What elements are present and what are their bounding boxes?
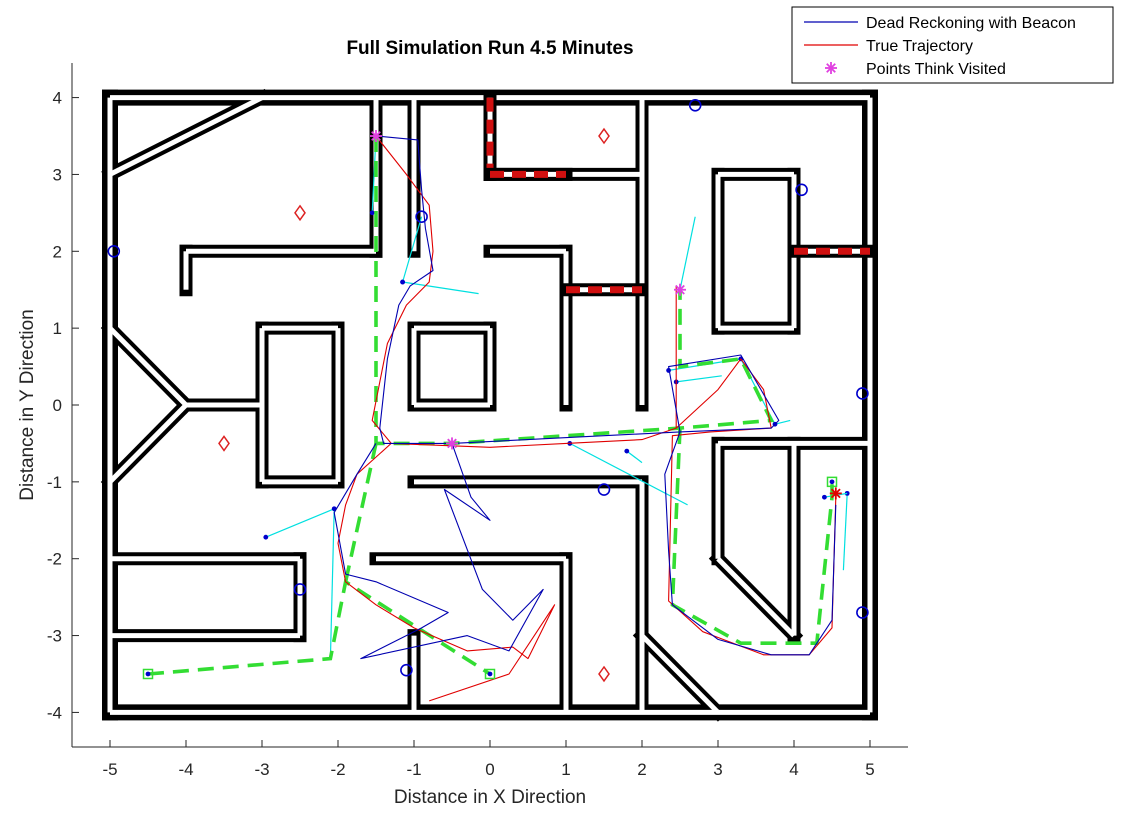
beacon-line: [569, 442, 688, 506]
legend-entry-true-trajectory: True Trajectory: [866, 38, 973, 55]
start-dot: [145, 671, 151, 677]
beacon-reading-dot: [624, 448, 630, 454]
start-dot: [487, 671, 493, 677]
visited-point-asterisk: [674, 283, 686, 296]
beacon-reading-dot: [263, 534, 269, 540]
true-trajectory-line: [337, 442, 556, 702]
beacon-marker: [107, 244, 121, 258]
beacon-line: [774, 419, 791, 425]
legend-entry-dead-reckoning: Dead Reckoning with Beacon: [866, 15, 1076, 32]
legend-asterisk-stroke: [826, 63, 836, 73]
y-tick-label: -3: [47, 627, 62, 646]
end-point-asterisk: [829, 487, 842, 500]
visited-point-asterisk-stroke: [447, 438, 457, 449]
x-tick-label: -1: [406, 760, 421, 779]
y-tick-label: 0: [53, 396, 62, 415]
chart-title: Full Simulation Run 4.5 Minutes: [346, 38, 633, 59]
start-square: [826, 476, 838, 488]
wall-inner: [108, 326, 188, 407]
dead-reckoning-line: [333, 443, 544, 660]
beacon-marker: [688, 98, 702, 112]
legend-swatch-visited: [825, 62, 837, 74]
x-tick-label: 4: [789, 760, 798, 779]
beacon-marker: [856, 606, 869, 619]
beacon-marker: [597, 483, 611, 496]
y-tick-label: 2: [53, 242, 62, 261]
y-tick-label: 3: [53, 165, 62, 184]
beacon-marker: [293, 583, 307, 596]
beacon-line: [676, 375, 722, 383]
waypoint-diamond: [294, 204, 306, 222]
beacon-line: [402, 216, 423, 283]
plot-area: [100, 88, 878, 722]
visited-point-asterisk: [370, 130, 382, 143]
x-tick-label: -2: [330, 760, 345, 779]
dead-reckoning-line: [664, 431, 837, 656]
y-tick-label: 1: [53, 319, 62, 338]
beacon-marker: [415, 210, 428, 224]
visited-point-asterisk-stroke: [675, 284, 685, 295]
y-tick-label: -2: [47, 550, 62, 569]
waypoint-diamond: [598, 127, 610, 145]
end-point-asterisk-stroke: [830, 488, 841, 499]
beacon-marker: [856, 387, 869, 400]
beacon-line: [626, 450, 643, 464]
start-square: [484, 668, 496, 680]
beacon-line: [402, 281, 479, 295]
wall-inner: [108, 95, 264, 177]
start-dot: [829, 479, 835, 485]
x-tick-label: 0: [485, 760, 494, 779]
beacon-marker: [795, 183, 808, 197]
beacon-line: [679, 216, 696, 290]
waypoint-diamond: [598, 665, 610, 683]
y-tick-label: -4: [47, 703, 62, 722]
x-tick-label: 3: [713, 760, 722, 779]
beacon-marker: [400, 663, 413, 677]
planned-path: [374, 136, 774, 446]
beacon-line: [842, 493, 848, 571]
wall-inner: [108, 403, 188, 484]
beacon-reading-dot: [822, 494, 827, 500]
legend-asterisk: [825, 62, 837, 74]
beacon-line: [329, 508, 335, 659]
legend: Dead Reckoning with Beacon True Trajecto…: [791, 6, 1114, 84]
beacon-reading-dot: [844, 490, 850, 496]
y-axis-label: Distance in Y Direction: [17, 309, 38, 501]
y-tick-label: -1: [47, 473, 62, 492]
x-tick-label: 1: [561, 760, 570, 779]
beacon-line: [265, 508, 335, 538]
x-tick-label: 2: [637, 760, 646, 779]
beacon-reading-dot: [369, 210, 375, 216]
start-square: [142, 668, 154, 680]
wall-inner: [640, 633, 720, 715]
x-tick-label: -5: [102, 760, 117, 779]
legend-entry-visited: Points Think Visited: [866, 61, 1006, 78]
visited-point-asterisk-stroke: [371, 131, 381, 141]
x-tick-label: 5: [865, 760, 874, 779]
x-tick-label: -4: [178, 760, 193, 779]
waypoint-diamond: [218, 435, 230, 452]
true-trajectory-line: [371, 135, 677, 448]
y-tick-label: 4: [53, 89, 62, 108]
visited-point-asterisk: [446, 437, 458, 450]
wall-inner: [716, 556, 796, 638]
x-tick-label: -3: [254, 760, 269, 779]
axes: -5 -4 -3 -2 -1 0 1 2 3 4 5 -4 -3 -2 -1 0 1 2 3 4: [47, 63, 908, 779]
x-axis-label: Distance in X Direction: [394, 787, 586, 808]
beacon-reading-dot: [400, 279, 405, 285]
